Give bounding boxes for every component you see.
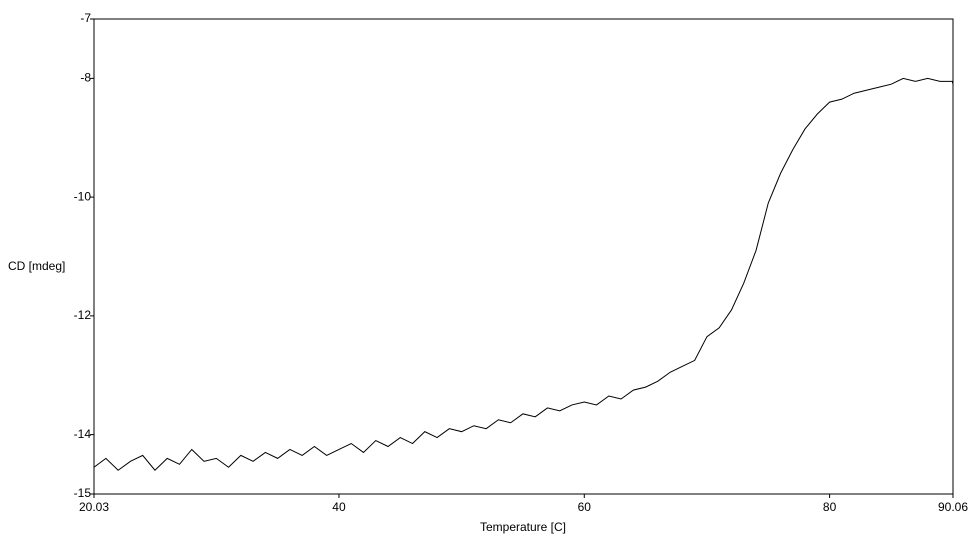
y-tick-label: -8 <box>80 71 91 85</box>
y-axis-label: CD [mdeg] <box>8 259 65 273</box>
x-tick-label: 60 <box>578 500 592 514</box>
y-tick-label: -15 <box>74 486 92 500</box>
plot-frame <box>93 18 954 495</box>
data-line <box>93 77 954 471</box>
x-axis-label: Temperature [C] <box>480 520 566 534</box>
x-tick-label: 20.03 <box>79 500 109 514</box>
y-tick-label: -10 <box>74 189 92 203</box>
y-tick-label: -14 <box>74 427 92 441</box>
y-tick-label: -12 <box>74 308 92 322</box>
x-tick-label: 90.06 <box>938 500 968 514</box>
x-tick-label: 40 <box>332 500 346 514</box>
x-tick-label: 80 <box>823 500 837 514</box>
y-tick-label: -7 <box>80 11 91 25</box>
